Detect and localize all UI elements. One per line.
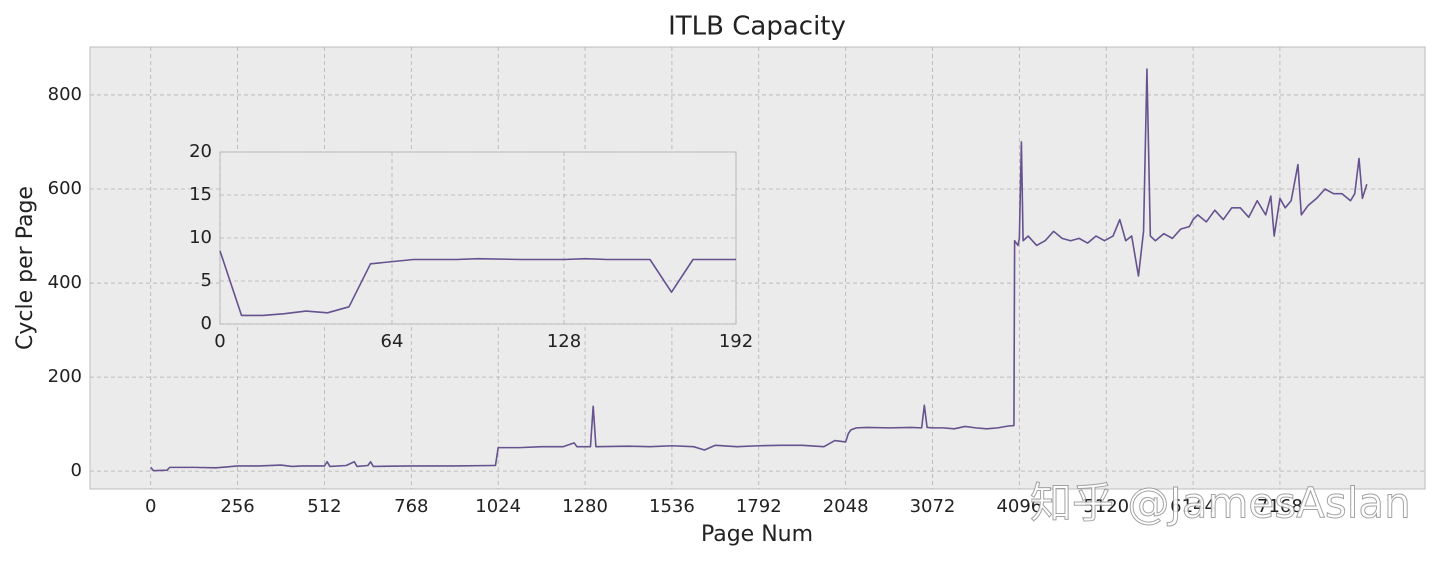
y-tick-label: 400 [48,272,82,293]
y-tick-label: 0 [71,460,82,481]
x-tick-label: 1792 [736,496,782,517]
x-tick-label: 3072 [910,496,956,517]
x-tick-label: 5120 [1083,496,1129,517]
x-tick-label: 6144 [1170,496,1216,517]
y-tick-label: 800 [48,84,82,105]
y-axis-label: Cycle per Page [13,186,38,350]
x-tick-label: 4096 [996,496,1042,517]
x-tick-label: 0 [214,331,225,352]
y-tick-label: 10 [189,227,212,248]
y-tick-label: 200 [48,366,82,387]
y-tick-label: 5 [201,270,212,291]
x-tick-label: 192 [719,331,753,352]
x-tick-label: 64 [381,331,404,352]
y-tick-label: 20 [189,141,212,162]
x-tick-label: 1280 [562,496,608,517]
x-tick-label: 7168 [1257,496,1303,517]
y-tick-label: 15 [189,184,212,205]
watermark: 知乎 @JamesAslan [1030,479,1411,528]
data-line [219,250,736,317]
x-axis-label: Page Num [701,522,813,547]
x-tick-label: 1024 [475,496,521,517]
x-tick-label: 1536 [649,496,695,517]
y-tick-label: 600 [48,178,82,199]
y-tick-label: 0 [201,313,212,334]
x-tick-label: 512 [307,496,341,517]
x-tick-label: 768 [394,496,428,517]
data-line [150,68,1368,472]
x-tick-label: 0 [145,496,156,517]
x-tick-label: 2048 [823,496,869,517]
chart-title: ITLB Capacity [668,12,846,42]
x-tick-label: 256 [220,496,254,517]
x-tick-label: 128 [547,331,581,352]
